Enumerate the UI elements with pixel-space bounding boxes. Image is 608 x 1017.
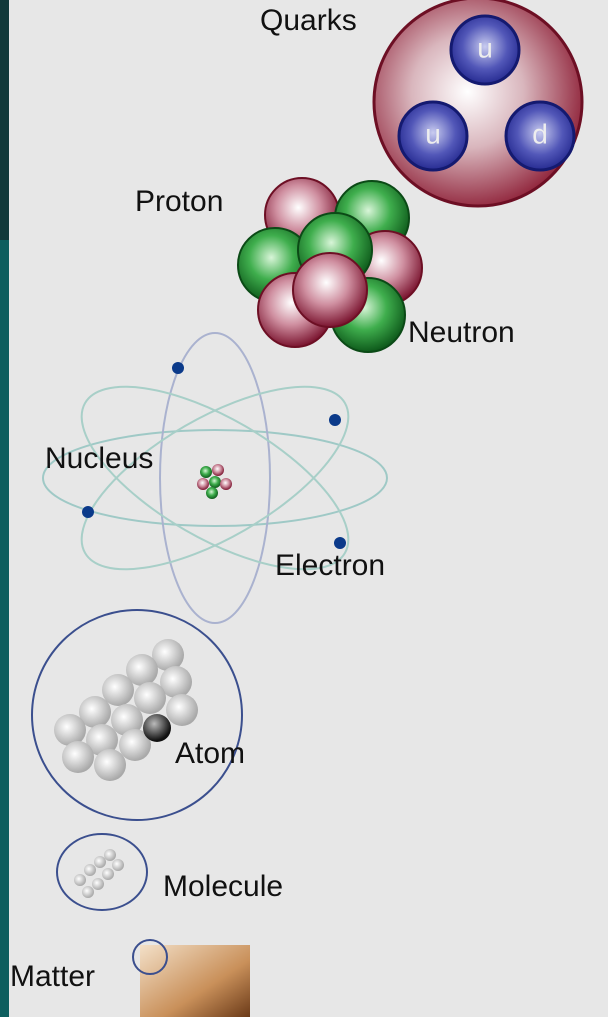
lattice — [54, 639, 198, 781]
quark-label: u — [477, 32, 493, 63]
quark — [449, 14, 521, 86]
label: Proton — [135, 185, 223, 218]
sphere — [86, 724, 118, 756]
sphere — [82, 886, 94, 898]
orbit — [159, 332, 271, 624]
molecule-circle — [56, 833, 148, 911]
sphere — [134, 682, 166, 714]
label: Quarks — [260, 4, 357, 37]
particle — [209, 476, 221, 488]
sphere — [94, 856, 106, 868]
proton — [292, 252, 368, 328]
label: Molecule — [163, 870, 283, 903]
orbit — [80, 385, 350, 571]
electron — [329, 414, 341, 426]
quark-label: d — [532, 118, 548, 149]
sphere — [102, 868, 114, 880]
sphere — [104, 849, 116, 861]
particle — [220, 478, 232, 490]
quark — [504, 100, 576, 172]
quark-label: u — [425, 118, 441, 149]
orbit — [42, 429, 388, 527]
label: Electron — [275, 549, 385, 582]
small-nucleus — [197, 464, 232, 499]
electron — [334, 537, 346, 549]
electron — [172, 362, 184, 374]
particle — [206, 487, 218, 499]
label: Nucleus — [45, 442, 153, 475]
left-strip — [0, 0, 9, 1017]
sphere — [84, 864, 96, 876]
sphere — [79, 696, 111, 728]
sphere — [126, 654, 158, 686]
sphere — [119, 729, 151, 761]
orbit — [80, 385, 350, 571]
sphere — [54, 714, 86, 746]
electron — [82, 506, 94, 518]
sphere — [112, 859, 124, 871]
hand-image — [140, 945, 250, 1017]
label: Atom — [175, 737, 245, 770]
label: Neutron — [408, 316, 515, 349]
matter-circle — [132, 939, 168, 975]
sphere — [62, 741, 94, 773]
sphere — [94, 749, 126, 781]
sphere — [166, 694, 198, 726]
quark-group: u u d — [372, 0, 584, 208]
sphere — [102, 674, 134, 706]
sphere — [160, 666, 192, 698]
atom-circle — [31, 609, 243, 821]
sphere — [92, 878, 104, 890]
highlighted-atom — [143, 714, 171, 742]
left-strip-dark — [0, 0, 9, 240]
sphere — [152, 639, 184, 671]
particle — [197, 478, 209, 490]
sphere — [74, 874, 86, 886]
molecule-lattice — [74, 849, 124, 898]
nucleus-cluster — [237, 177, 423, 353]
particle — [200, 466, 212, 478]
particle — [212, 464, 224, 476]
label: Matter — [10, 960, 95, 993]
electrons — [82, 362, 346, 549]
sphere — [111, 704, 143, 736]
quark — [397, 100, 469, 172]
orbitals — [42, 332, 388, 624]
